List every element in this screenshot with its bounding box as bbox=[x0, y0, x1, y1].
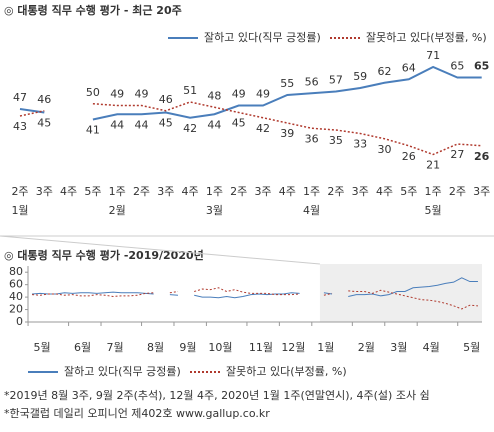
x-tick-label: 2주 bbox=[230, 185, 247, 198]
legend-label: 잘못하고 있다(부정률, %) bbox=[226, 364, 347, 378]
data-label: 56 bbox=[305, 75, 319, 88]
data-label: 49 bbox=[135, 88, 149, 101]
data-label: 35 bbox=[329, 134, 343, 147]
x-tick-label: 2주 bbox=[133, 185, 150, 198]
data-label: 57 bbox=[329, 74, 343, 87]
chart-title: ◎ 대통령 직무 수행 평가 - 최근 20주 bbox=[4, 3, 182, 17]
x-tick-label: 2주 bbox=[327, 185, 344, 198]
y-tick-label: 60 bbox=[9, 278, 23, 291]
data-label: 45 bbox=[232, 117, 246, 130]
y-tick-label: 40 bbox=[9, 290, 23, 303]
month-label: 1월 bbox=[11, 204, 28, 217]
x-tick-label: 11월 bbox=[249, 341, 273, 354]
data-label: 49 bbox=[232, 88, 246, 101]
x-tick-label: 4주 bbox=[279, 185, 296, 198]
data-label: 41 bbox=[86, 124, 100, 137]
x-tick-label: 3주 bbox=[352, 185, 369, 198]
x-tick-label: 5월 bbox=[33, 341, 50, 354]
y-tick-label: 20 bbox=[9, 303, 23, 316]
series-line bbox=[32, 287, 478, 310]
x-tick-label: 6월 bbox=[74, 341, 91, 354]
x-tick-label: 4주 bbox=[182, 185, 199, 198]
data-label: 62 bbox=[378, 65, 392, 78]
x-tick-label: 5주 bbox=[400, 185, 417, 198]
data-label: 65 bbox=[474, 60, 489, 73]
x-tick-label: 5주 bbox=[84, 185, 101, 198]
x-tick-label: 8월 bbox=[147, 341, 164, 354]
data-label: 44 bbox=[135, 118, 149, 131]
data-label: 49 bbox=[110, 88, 124, 101]
data-label: 26 bbox=[402, 150, 416, 163]
data-label: 51 bbox=[183, 84, 197, 97]
x-tick-label: 4주 bbox=[376, 185, 393, 198]
chart-title: ◎ 대통령 직무 수행 평가 -2019/2020년 bbox=[4, 248, 204, 262]
data-label: 26 bbox=[474, 150, 490, 163]
data-label: 43 bbox=[13, 120, 27, 133]
x-tick-label: 7월 bbox=[106, 341, 123, 354]
data-label: 65 bbox=[450, 60, 464, 73]
x-tick-label: 1주 bbox=[109, 185, 126, 198]
data-label: 30 bbox=[378, 143, 392, 156]
legend-label: 잘하고 있다(직무 긍정률) bbox=[64, 364, 181, 378]
data-label: 71 bbox=[426, 49, 440, 62]
footnote: *2019년 8월 3주, 9월 2주(추석), 12월 4주, 2020년 1… bbox=[4, 389, 430, 402]
x-tick-label: 4월 bbox=[423, 341, 440, 354]
data-label: 46 bbox=[159, 93, 173, 106]
x-tick-label: 1월 bbox=[317, 341, 334, 354]
y-tick-label: 80 bbox=[9, 265, 23, 278]
y-tick-label: 0 bbox=[16, 315, 23, 328]
data-label: 45 bbox=[37, 117, 51, 130]
highlight bbox=[319, 264, 482, 322]
x-tick-label: 2월 bbox=[358, 341, 375, 354]
x-tick-label: 10월 bbox=[208, 341, 232, 354]
x-tick-label: 1주 bbox=[303, 185, 320, 198]
x-tick-label: 4주 bbox=[60, 185, 77, 198]
data-label: 39 bbox=[280, 127, 294, 140]
data-label: 49 bbox=[256, 88, 270, 101]
month-label: 2월 bbox=[109, 204, 126, 217]
x-tick-label: 3월 bbox=[390, 341, 407, 354]
x-tick-label: 5월 bbox=[463, 341, 480, 354]
data-label: 21 bbox=[426, 159, 440, 172]
month-label: 4월 bbox=[303, 204, 320, 217]
data-label: 44 bbox=[110, 118, 124, 131]
x-tick-label: 1주 bbox=[206, 185, 223, 198]
data-label: 55 bbox=[280, 77, 294, 90]
data-label: 42 bbox=[256, 122, 270, 135]
x-tick-label: 3주 bbox=[36, 185, 53, 198]
x-tick-label: 3주 bbox=[473, 185, 490, 198]
legend-label: 잘하고 있다(직무 긍정률) bbox=[204, 30, 321, 44]
series-line bbox=[19, 101, 482, 156]
legend-label: 잘못하고 있다(부정률, %) bbox=[366, 30, 487, 44]
data-label: 50 bbox=[86, 86, 100, 99]
x-tick-label: 2주 bbox=[449, 185, 466, 198]
connector bbox=[0, 235, 320, 265]
x-tick-label: 3주 bbox=[157, 185, 174, 198]
data-label: 46 bbox=[37, 93, 51, 106]
x-tick-label: 12월 bbox=[281, 341, 305, 354]
data-label: 36 bbox=[305, 132, 319, 145]
data-label: 59 bbox=[353, 70, 367, 83]
data-label: 48 bbox=[207, 89, 221, 102]
x-tick-label: 1주 bbox=[425, 185, 442, 198]
data-label: 64 bbox=[402, 61, 416, 74]
x-tick-label: 2주 bbox=[11, 185, 28, 198]
data-label: 44 bbox=[207, 118, 221, 131]
series-line bbox=[32, 277, 478, 299]
x-tick-label: 9월 bbox=[179, 341, 196, 354]
x-tick-label: 3주 bbox=[254, 185, 271, 198]
month-label: 3월 bbox=[206, 204, 223, 217]
month-label: 5월 bbox=[425, 204, 442, 217]
data-label: 47 bbox=[13, 91, 27, 104]
data-label: 33 bbox=[353, 138, 367, 151]
data-label: 27 bbox=[450, 148, 464, 161]
data-label: 45 bbox=[159, 117, 173, 130]
data-label: 42 bbox=[183, 122, 197, 135]
footnote: *한국갤럽 데일리 오피니언 제402호 www.gallup.co.kr bbox=[4, 406, 270, 420]
